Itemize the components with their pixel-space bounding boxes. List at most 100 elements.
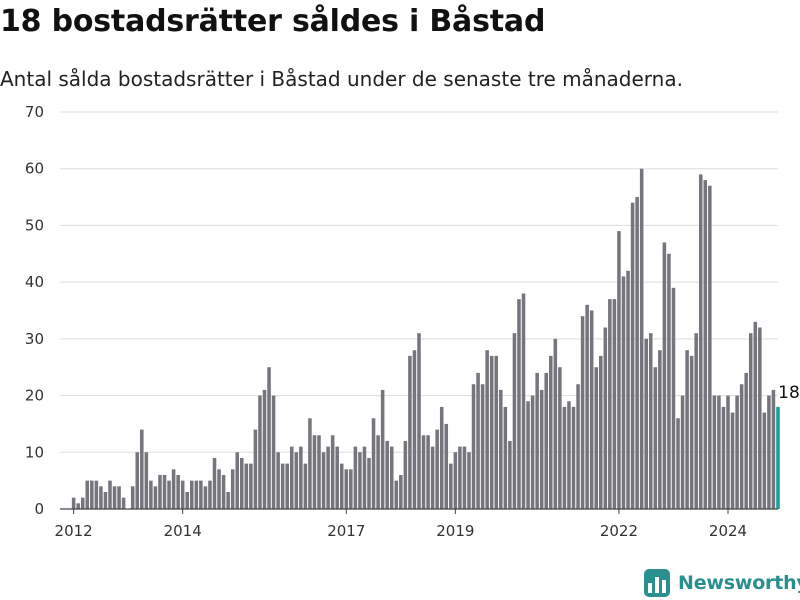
bar [144, 452, 149, 509]
bar [240, 457, 244, 509]
x-tick-label: 2022 [600, 522, 638, 540]
bar [630, 202, 635, 510]
bar [480, 384, 485, 509]
bar [203, 486, 208, 509]
bar-chart-logo-icon [644, 569, 670, 597]
bar [599, 355, 603, 509]
bar [771, 389, 776, 509]
bar [117, 486, 121, 509]
bar [471, 384, 476, 509]
highlight-bar [776, 406, 780, 509]
bar [158, 474, 162, 509]
bar [294, 452, 299, 509]
bar [190, 480, 194, 509]
bar [103, 491, 108, 509]
bar [621, 276, 626, 509]
bar [262, 389, 267, 509]
bar [639, 168, 644, 509]
bar [367, 457, 371, 509]
bar [421, 435, 426, 509]
bar [99, 486, 103, 509]
bar [235, 452, 239, 509]
y-tick-label: 30 [25, 330, 44, 348]
bar [644, 338, 648, 509]
bar [553, 338, 558, 509]
bar [562, 406, 567, 509]
bar [276, 452, 280, 509]
bar [735, 395, 739, 509]
bar [208, 480, 212, 509]
bar [380, 389, 385, 509]
bar [394, 480, 399, 509]
bar [758, 327, 762, 509]
chart-subtitle: Antal sålda bostadsrätter i Båstad under… [0, 67, 683, 91]
bar [121, 497, 126, 509]
bar [526, 401, 530, 509]
bar [408, 355, 412, 509]
bar [335, 446, 339, 509]
bar [439, 406, 444, 509]
bar [321, 452, 326, 509]
bar [403, 440, 408, 509]
y-tick-label: 70 [25, 103, 44, 121]
bar [689, 355, 694, 509]
bar [267, 367, 271, 509]
bar [626, 270, 630, 509]
bar [344, 469, 349, 509]
bar [162, 474, 167, 509]
bar [258, 395, 262, 509]
bar [671, 287, 676, 509]
bar [503, 406, 508, 509]
bar [585, 304, 589, 509]
bar [662, 242, 667, 509]
x-tick-label: 2014 [164, 522, 202, 540]
bar [385, 440, 389, 509]
x-tick-label: 2012 [55, 522, 93, 540]
bar [535, 372, 539, 509]
bar [635, 197, 639, 509]
bar [685, 350, 689, 509]
bar [167, 480, 171, 509]
bar [149, 480, 153, 509]
bar [703, 180, 708, 509]
bar [717, 395, 721, 509]
bar [280, 463, 285, 509]
bar [558, 367, 562, 509]
bar [748, 333, 753, 509]
highlight-label: 18 [778, 383, 800, 403]
bar [726, 395, 730, 509]
bar [648, 333, 653, 509]
bar [489, 355, 494, 509]
bar [85, 480, 90, 509]
bar [530, 395, 535, 509]
bar [453, 452, 458, 509]
bar [212, 457, 217, 509]
page-title: 18 bostadsrätter såldes i Båstad [0, 4, 546, 39]
bar [508, 440, 512, 509]
bar [512, 333, 517, 509]
y-tick-label: 0 [34, 500, 44, 518]
bar [444, 423, 449, 509]
bar [180, 480, 185, 509]
bar [94, 480, 99, 509]
bar [176, 474, 180, 509]
bar [708, 185, 712, 510]
bar [317, 435, 321, 509]
bar [739, 384, 744, 509]
bar [226, 491, 230, 509]
y-tick-label: 40 [25, 273, 44, 291]
newsworthy-logo: Newsworthy [644, 569, 800, 597]
bar [90, 480, 94, 509]
bar [430, 446, 435, 509]
bar [71, 497, 76, 509]
bar [658, 350, 662, 509]
bar [253, 429, 258, 509]
brand-name: Newsworthy [678, 572, 800, 594]
bar [185, 491, 190, 509]
y-tick-label: 50 [25, 216, 44, 234]
bar [194, 480, 199, 509]
bar [653, 367, 658, 509]
bar [308, 418, 312, 509]
bar [289, 446, 294, 509]
bar [462, 446, 467, 509]
